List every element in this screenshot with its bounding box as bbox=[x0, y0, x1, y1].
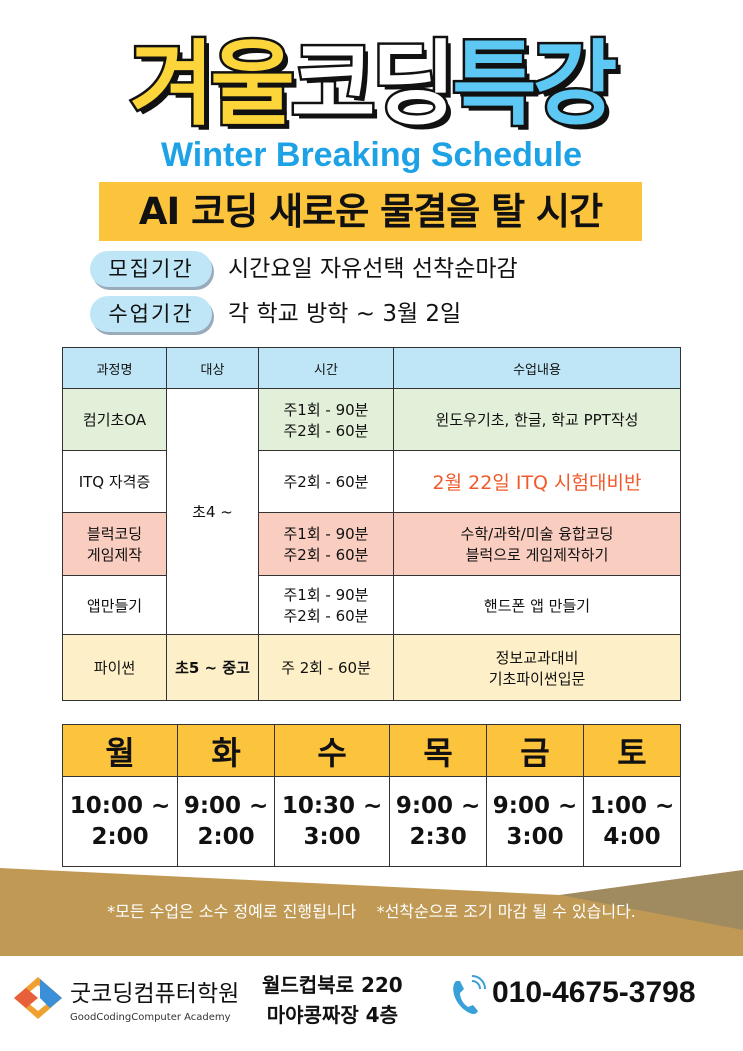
day-wed: 수 bbox=[274, 724, 391, 777]
hours-wed: 10:30 ~ 3:00 bbox=[274, 776, 391, 867]
course-table: 과정명 대상 시간 수업내용 컴기초OA 초4 ~ 주1회 - 90분 주2회 … bbox=[62, 347, 681, 701]
table-header-row: 과정명 대상 시간 수업내용 bbox=[62, 347, 681, 389]
day-tue: 화 bbox=[177, 724, 276, 777]
course-time: 주1회 - 90분 주2회 - 60분 bbox=[258, 388, 394, 451]
poster-title: 겨울코딩특강 bbox=[0, 29, 743, 141]
title-part-1: 겨울 bbox=[127, 29, 297, 141]
table-row: 블럭코딩 게임제작 주1회 - 90분 주2회 - 60분 수학/과학/미술 융… bbox=[62, 512, 681, 576]
title-part-3: 특강 bbox=[450, 29, 620, 141]
brand-name-english: GoodCodingComputer Academy bbox=[70, 1012, 231, 1023]
banner: AI 코딩 새로운 물결을 탈 시간 bbox=[99, 182, 642, 241]
hours-mon: 10:00 ~ 2:00 bbox=[61, 776, 179, 867]
subtitle: Winter Breaking Schedule bbox=[160, 136, 582, 174]
brand-name: 굿코딩컴퓨터학원 bbox=[70, 981, 240, 1007]
info-label-period: 수업기간 bbox=[90, 296, 212, 332]
title-part-2: 코딩 bbox=[288, 29, 458, 141]
notice-text: *모든 수업은 소수 정예로 진행됩니다 *선착순으로 조기 마감 될 수 있습… bbox=[107, 902, 636, 921]
hours-row: 10:00 ~ 2:00 9:00 ~ 2:00 10:30 ~ 3:00 9:… bbox=[61, 776, 681, 867]
course-name: 블럭코딩 게임제작 bbox=[62, 512, 167, 576]
course-time: 주 2회 - 60분 bbox=[258, 634, 394, 701]
header-cell: 시간 bbox=[258, 347, 394, 389]
header-cell: 대상 bbox=[166, 347, 259, 389]
day-sat: 토 bbox=[583, 724, 681, 777]
header-cell: 과정명 bbox=[62, 347, 167, 389]
phone-icon bbox=[453, 975, 486, 1014]
address: 월드컵북로 220 마야콩짜장 4층 bbox=[262, 970, 403, 1030]
academy-logo-icon bbox=[14, 977, 62, 1019]
weekly-schedule-table: 월 화 수 목 금 토 10:00 ~ 2:00 9:00 ~ 2:00 10:… bbox=[61, 724, 681, 867]
address-line-2: 마야콩짜장 4층 bbox=[266, 1003, 398, 1027]
day-mon: 월 bbox=[61, 724, 179, 777]
course-content: 정보교과대비 기초파이썬입문 bbox=[393, 634, 681, 701]
table-row: 컴기초OA 초4 ~ 주1회 - 90분 주2회 - 60분 윈도우기초, 한글… bbox=[62, 388, 681, 635]
address-line-1: 월드컵북로 220 bbox=[262, 973, 403, 997]
phone-number[interactable]: 010-4675-3798 bbox=[492, 976, 696, 1009]
course-time: 주1회 - 90분 주2회 - 60분 bbox=[258, 512, 394, 576]
table-row: 앱만들기 주1회 - 90분 주2회 - 60분 핸드폰 앱 만들기 bbox=[62, 575, 681, 635]
header-cell: 수업내용 bbox=[393, 347, 681, 389]
course-target: 초5 ~ 중고 bbox=[166, 634, 259, 701]
info-label-recruit: 모집기간 bbox=[90, 251, 212, 287]
hours-sat: 1:00 ~ 4:00 bbox=[583, 776, 681, 867]
info-value-recruit: 시간요일 자유선택 선착순마감 bbox=[228, 256, 518, 282]
course-name: ITQ 자격증 bbox=[62, 450, 167, 513]
course-content: 핸드폰 앱 만들기 bbox=[393, 575, 681, 635]
course-content: 윈도우기초, 한글, 학교 PPT작성 bbox=[393, 388, 681, 451]
table-row: 파이썬 초5 ~ 중고 주 2회 - 60분 정보교과대비 기초파이썬입문 bbox=[62, 634, 681, 701]
table-row: ITQ 자격증 주2회 - 60분 2월 22일 ITQ 시험대비반 bbox=[62, 450, 681, 513]
day-thu: 목 bbox=[389, 724, 488, 777]
course-name: 컴기초OA bbox=[62, 388, 167, 451]
course-time: 주2회 - 60분 bbox=[258, 450, 394, 513]
day-fri: 금 bbox=[486, 724, 584, 777]
day-row: 월 화 수 목 금 토 bbox=[61, 724, 681, 777]
course-name: 앱만들기 bbox=[62, 575, 167, 635]
course-time: 주1회 - 90분 주2회 - 60분 bbox=[258, 575, 394, 635]
course-target: 초4 ~ bbox=[166, 388, 259, 635]
hours-fri: 9:00 ~ 3:00 bbox=[486, 776, 584, 867]
course-content: 수학/과학/미술 융합코딩 블럭으로 게임제작하기 bbox=[393, 512, 681, 576]
course-content: 2월 22일 ITQ 시험대비반 bbox=[393, 450, 681, 513]
course-name: 파이썬 bbox=[62, 634, 167, 701]
info-value-period: 각 학교 방학 ~ 3월 2일 bbox=[228, 301, 462, 327]
gold-band bbox=[0, 868, 743, 956]
hours-thu: 9:00 ~ 2:30 bbox=[389, 776, 488, 867]
